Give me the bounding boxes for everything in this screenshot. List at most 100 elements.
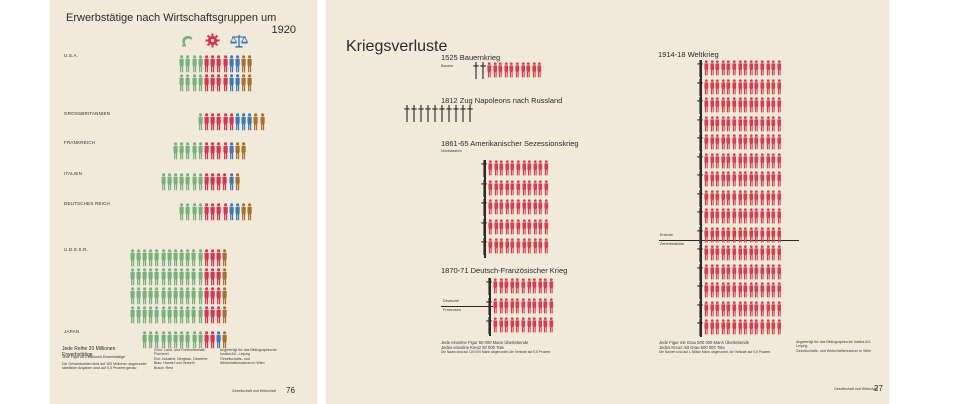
worker-figure xyxy=(223,74,228,92)
soldier-figure xyxy=(726,171,731,187)
worker-figure xyxy=(210,287,215,305)
worker-figure xyxy=(161,287,166,305)
soldier-figure xyxy=(549,278,554,294)
worker-figure xyxy=(235,74,240,92)
worker-figure xyxy=(130,306,135,324)
soldier-figure xyxy=(771,134,776,150)
soldier-figure xyxy=(509,62,514,78)
soldier-figure xyxy=(521,62,526,78)
soldier-figure xyxy=(721,60,726,76)
worker-figure xyxy=(167,287,172,305)
soldier-figure xyxy=(510,278,515,294)
soldier-figure xyxy=(771,282,776,298)
cross-icon xyxy=(453,105,459,122)
soldier-figure xyxy=(493,317,498,333)
country-label: GROSSBRITANNIEN xyxy=(64,111,111,116)
worker-figure xyxy=(223,55,228,73)
soldier-figure xyxy=(749,171,754,187)
soldier-figure xyxy=(498,62,503,78)
soldier-figure xyxy=(721,79,726,95)
soldier-figure xyxy=(516,238,521,254)
worker-figure xyxy=(161,249,166,267)
worker-figure xyxy=(210,113,215,131)
worker-figure xyxy=(185,74,190,92)
worker-figure xyxy=(185,287,190,305)
worker-figure xyxy=(185,55,190,73)
war-row-1914 xyxy=(697,171,781,188)
worker-figure xyxy=(216,306,221,324)
soldier-figure xyxy=(715,134,720,150)
soldier-figure xyxy=(721,245,726,261)
soldier-figure xyxy=(749,319,754,335)
worker-figure xyxy=(222,268,227,286)
soldier-figure xyxy=(510,238,515,254)
soldier-figure xyxy=(732,319,737,335)
soldier-figure xyxy=(521,317,526,333)
soldier-figure xyxy=(771,319,776,335)
worker-figure xyxy=(185,306,190,324)
worker-figure xyxy=(204,249,209,267)
soldier-figure xyxy=(505,160,510,176)
worker-figure xyxy=(229,113,234,131)
worker-figure xyxy=(216,55,221,73)
soldier-figure xyxy=(743,208,748,224)
soldier-figure xyxy=(760,264,765,280)
worker-figure xyxy=(136,287,141,305)
soldier-figure xyxy=(754,282,759,298)
soldier-figure xyxy=(777,134,782,150)
soldier-figure xyxy=(732,282,737,298)
worker-figure xyxy=(191,268,196,286)
soldier-figure xyxy=(537,62,542,78)
war-row-1525 xyxy=(473,62,542,79)
worker-figure xyxy=(148,249,153,267)
soldier-figure xyxy=(732,116,737,132)
soldier-figure xyxy=(743,319,748,335)
soldier-figure xyxy=(538,238,543,254)
soldier-figure xyxy=(704,208,709,224)
soldier-figure xyxy=(493,62,498,78)
soldier-figure xyxy=(777,60,782,76)
worker-figure xyxy=(192,331,197,349)
soldier-figure xyxy=(738,319,743,335)
soldier-figure xyxy=(754,245,759,261)
soldier-figure xyxy=(743,60,748,76)
worker-figure xyxy=(223,203,228,221)
soldier-figure xyxy=(715,282,720,298)
soldier-figure xyxy=(499,238,504,254)
soldier-figure xyxy=(726,227,731,243)
worker-figure xyxy=(136,268,141,286)
soldier-figure xyxy=(704,245,709,261)
soldier-figure xyxy=(715,79,720,95)
soldier-figure xyxy=(777,208,782,224)
left-footer: Gesellschaft und Wirtschaft xyxy=(232,389,276,393)
soldier-figure xyxy=(527,219,532,235)
soldier-figure xyxy=(738,245,743,261)
war-row-1812 xyxy=(404,105,473,122)
left-page-number: 76 xyxy=(286,386,295,395)
soldier-figure xyxy=(533,219,538,235)
worker-figure xyxy=(229,74,234,92)
worker-figure xyxy=(247,113,252,131)
worker-figure xyxy=(142,306,147,324)
soldier-figure xyxy=(743,153,748,169)
sickle-icon xyxy=(182,35,193,47)
soldier-figure xyxy=(538,160,543,176)
soldier-figure xyxy=(732,245,737,261)
worker-figure xyxy=(179,306,184,324)
soldier-figure xyxy=(527,298,532,314)
soldier-figure xyxy=(738,227,743,243)
soldier-figure xyxy=(771,190,776,206)
soldier-figure xyxy=(754,134,759,150)
soldier-figure xyxy=(488,180,493,196)
soldier-figure xyxy=(499,219,504,235)
soldier-figure xyxy=(538,180,543,196)
soldier-figure xyxy=(721,319,726,335)
war-title-1525: 1525 Bauernkrieg xyxy=(441,53,501,62)
worker-figure xyxy=(154,331,159,349)
soldier-figure xyxy=(726,190,731,206)
soldier-figure xyxy=(710,282,715,298)
worker-figure xyxy=(167,268,172,286)
employment-row xyxy=(142,331,228,349)
soldier-figure xyxy=(732,97,737,113)
worker-figure xyxy=(148,268,153,286)
